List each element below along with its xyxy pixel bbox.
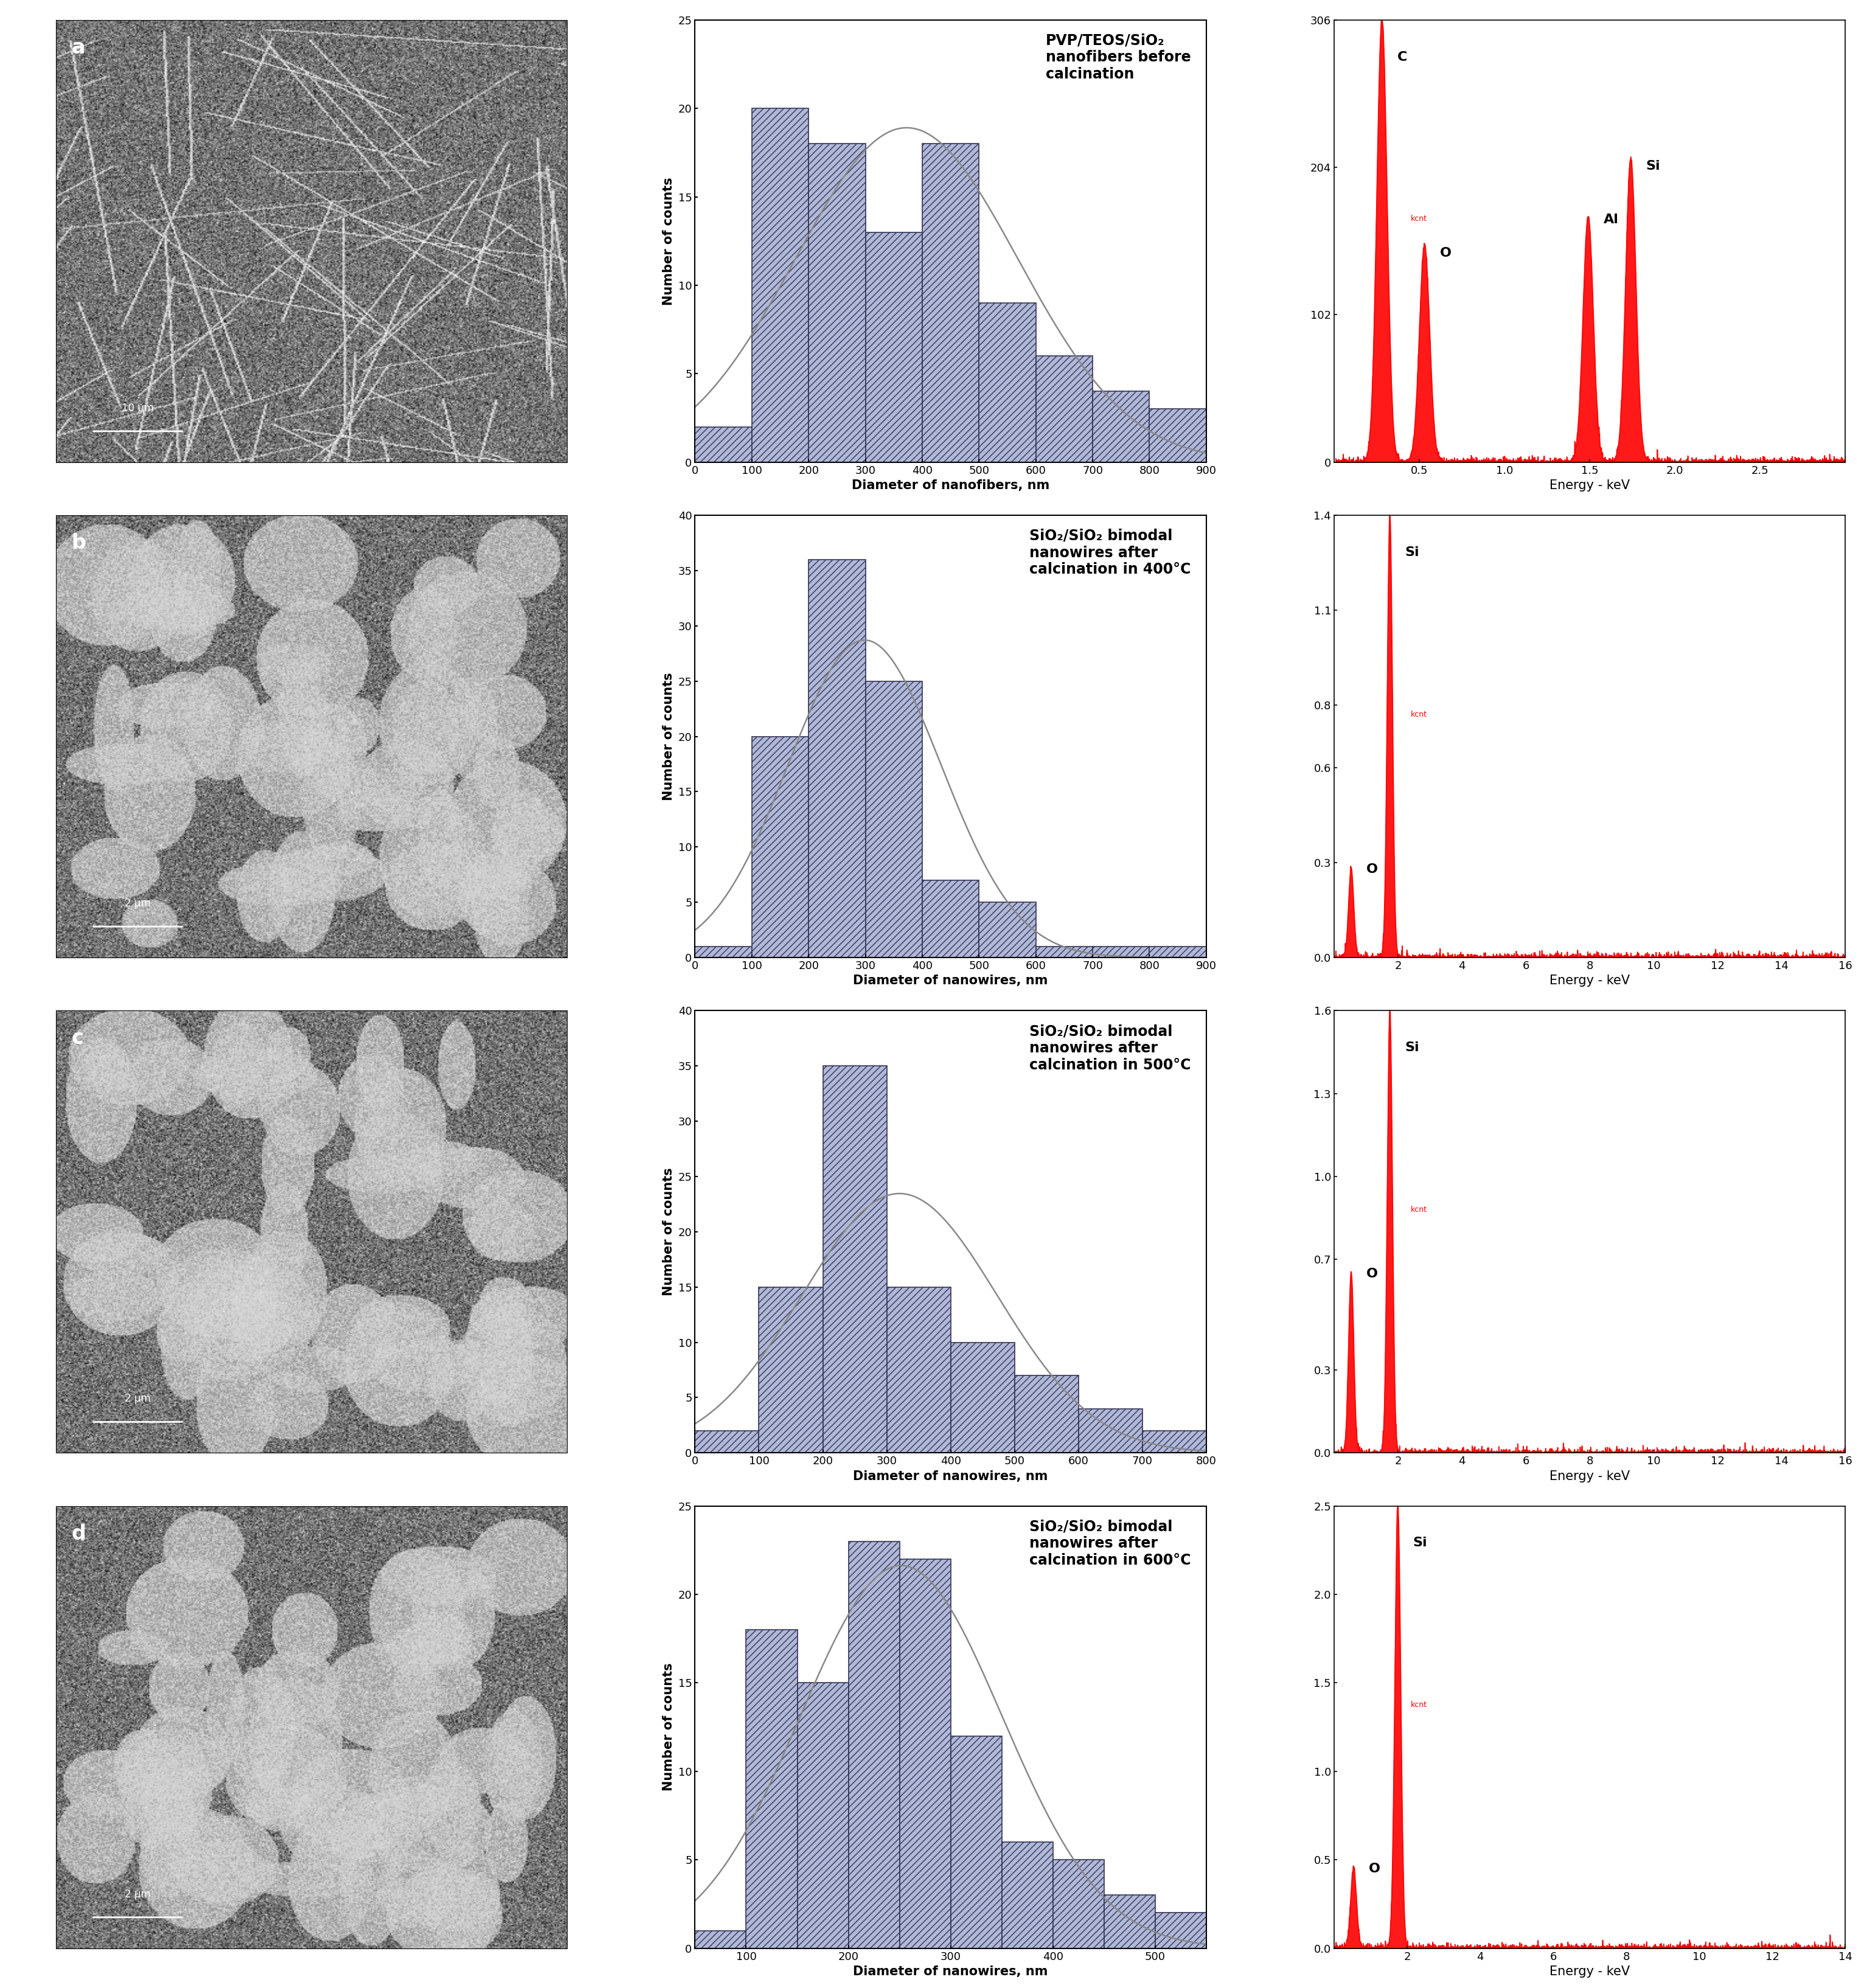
- Text: c: c: [71, 1028, 84, 1048]
- Bar: [695, 427, 751, 461]
- Bar: [1001, 1843, 1053, 1948]
- Text: PVP/TEOS/SiO₂
nanofibers before
calcination: PVP/TEOS/SiO₂ nanofibers before calcinat…: [1046, 34, 1191, 82]
- Y-axis label: Number of counts: Number of counts: [662, 1664, 675, 1791]
- Text: 2 μm: 2 μm: [125, 1889, 151, 1901]
- Text: SiO₂/SiO₂ bimodal
nanowires after
calcination in 500°C: SiO₂/SiO₂ bimodal nanowires after calcin…: [1029, 1024, 1191, 1072]
- Bar: [1150, 410, 1206, 461]
- Text: kcnt: kcnt: [1411, 1702, 1428, 1710]
- Bar: [759, 1286, 822, 1453]
- Text: kcnt: kcnt: [1411, 710, 1428, 718]
- Bar: [809, 559, 865, 958]
- Bar: [809, 143, 865, 461]
- Bar: [923, 143, 979, 461]
- Bar: [1053, 1861, 1103, 1948]
- Text: Si: Si: [1413, 1537, 1428, 1549]
- Bar: [695, 946, 751, 958]
- Bar: [751, 736, 809, 958]
- Bar: [822, 1066, 887, 1453]
- Text: kcnt: kcnt: [1411, 1205, 1428, 1213]
- Bar: [1092, 946, 1150, 958]
- X-axis label: Energy - keV: Energy - keV: [1549, 1471, 1629, 1483]
- Text: O: O: [1366, 863, 1377, 875]
- Y-axis label: Number of counts: Number of counts: [662, 177, 675, 304]
- Bar: [1014, 1376, 1079, 1453]
- Text: Si: Si: [1405, 547, 1419, 559]
- Bar: [951, 1342, 1014, 1453]
- X-axis label: Diameter of nanowires, nm: Diameter of nanowires, nm: [854, 1471, 1048, 1483]
- Bar: [798, 1684, 848, 1948]
- Bar: [1150, 946, 1206, 958]
- Text: a: a: [71, 38, 86, 58]
- Text: SiO₂/SiO₂ bimodal
nanowires after
calcination in 400°C: SiO₂/SiO₂ bimodal nanowires after calcin…: [1029, 529, 1191, 577]
- Y-axis label: Number of counts: Number of counts: [662, 1167, 675, 1296]
- Text: O: O: [1368, 1863, 1381, 1875]
- Text: Si: Si: [1405, 1042, 1419, 1054]
- Bar: [1143, 1431, 1206, 1453]
- X-axis label: Diameter of nanowires, nm: Diameter of nanowires, nm: [854, 974, 1048, 986]
- Bar: [865, 233, 923, 461]
- Text: 2 μm: 2 μm: [125, 1394, 151, 1404]
- Bar: [951, 1736, 1001, 1948]
- Text: Al: Al: [1603, 213, 1618, 227]
- X-axis label: Energy - keV: Energy - keV: [1549, 974, 1629, 986]
- Bar: [695, 1930, 746, 1948]
- Bar: [746, 1630, 798, 1948]
- Bar: [865, 682, 923, 958]
- Bar: [1036, 946, 1092, 958]
- Bar: [887, 1286, 951, 1453]
- Bar: [751, 107, 809, 461]
- Text: kcnt: kcnt: [1411, 215, 1428, 223]
- Text: 10 μm: 10 μm: [121, 402, 155, 414]
- X-axis label: Diameter of nanowires, nm: Diameter of nanowires, nm: [854, 1966, 1048, 1978]
- Text: b: b: [71, 533, 86, 553]
- Text: O: O: [1366, 1268, 1377, 1280]
- Bar: [695, 1431, 759, 1453]
- X-axis label: Energy - keV: Energy - keV: [1549, 479, 1629, 491]
- Bar: [979, 302, 1036, 461]
- Bar: [1156, 1912, 1206, 1948]
- X-axis label: Diameter of nanofibers, nm: Diameter of nanofibers, nm: [852, 479, 1049, 491]
- Bar: [923, 881, 979, 958]
- Text: SiO₂/SiO₂ bimodal
nanowires after
calcination in 600°C: SiO₂/SiO₂ bimodal nanowires after calcin…: [1029, 1519, 1191, 1569]
- Text: C: C: [1398, 52, 1407, 64]
- Bar: [979, 903, 1036, 958]
- Bar: [900, 1559, 951, 1948]
- Bar: [848, 1541, 900, 1948]
- Text: d: d: [71, 1523, 86, 1545]
- Bar: [1079, 1409, 1143, 1453]
- Y-axis label: Number of counts: Number of counts: [662, 672, 675, 801]
- Text: O: O: [1439, 247, 1452, 258]
- Bar: [1092, 392, 1150, 461]
- Text: 2 μm: 2 μm: [125, 899, 151, 909]
- X-axis label: Energy - keV: Energy - keV: [1549, 1966, 1629, 1978]
- Bar: [1036, 356, 1092, 461]
- Bar: [1103, 1895, 1156, 1948]
- Text: Si: Si: [1646, 159, 1661, 171]
